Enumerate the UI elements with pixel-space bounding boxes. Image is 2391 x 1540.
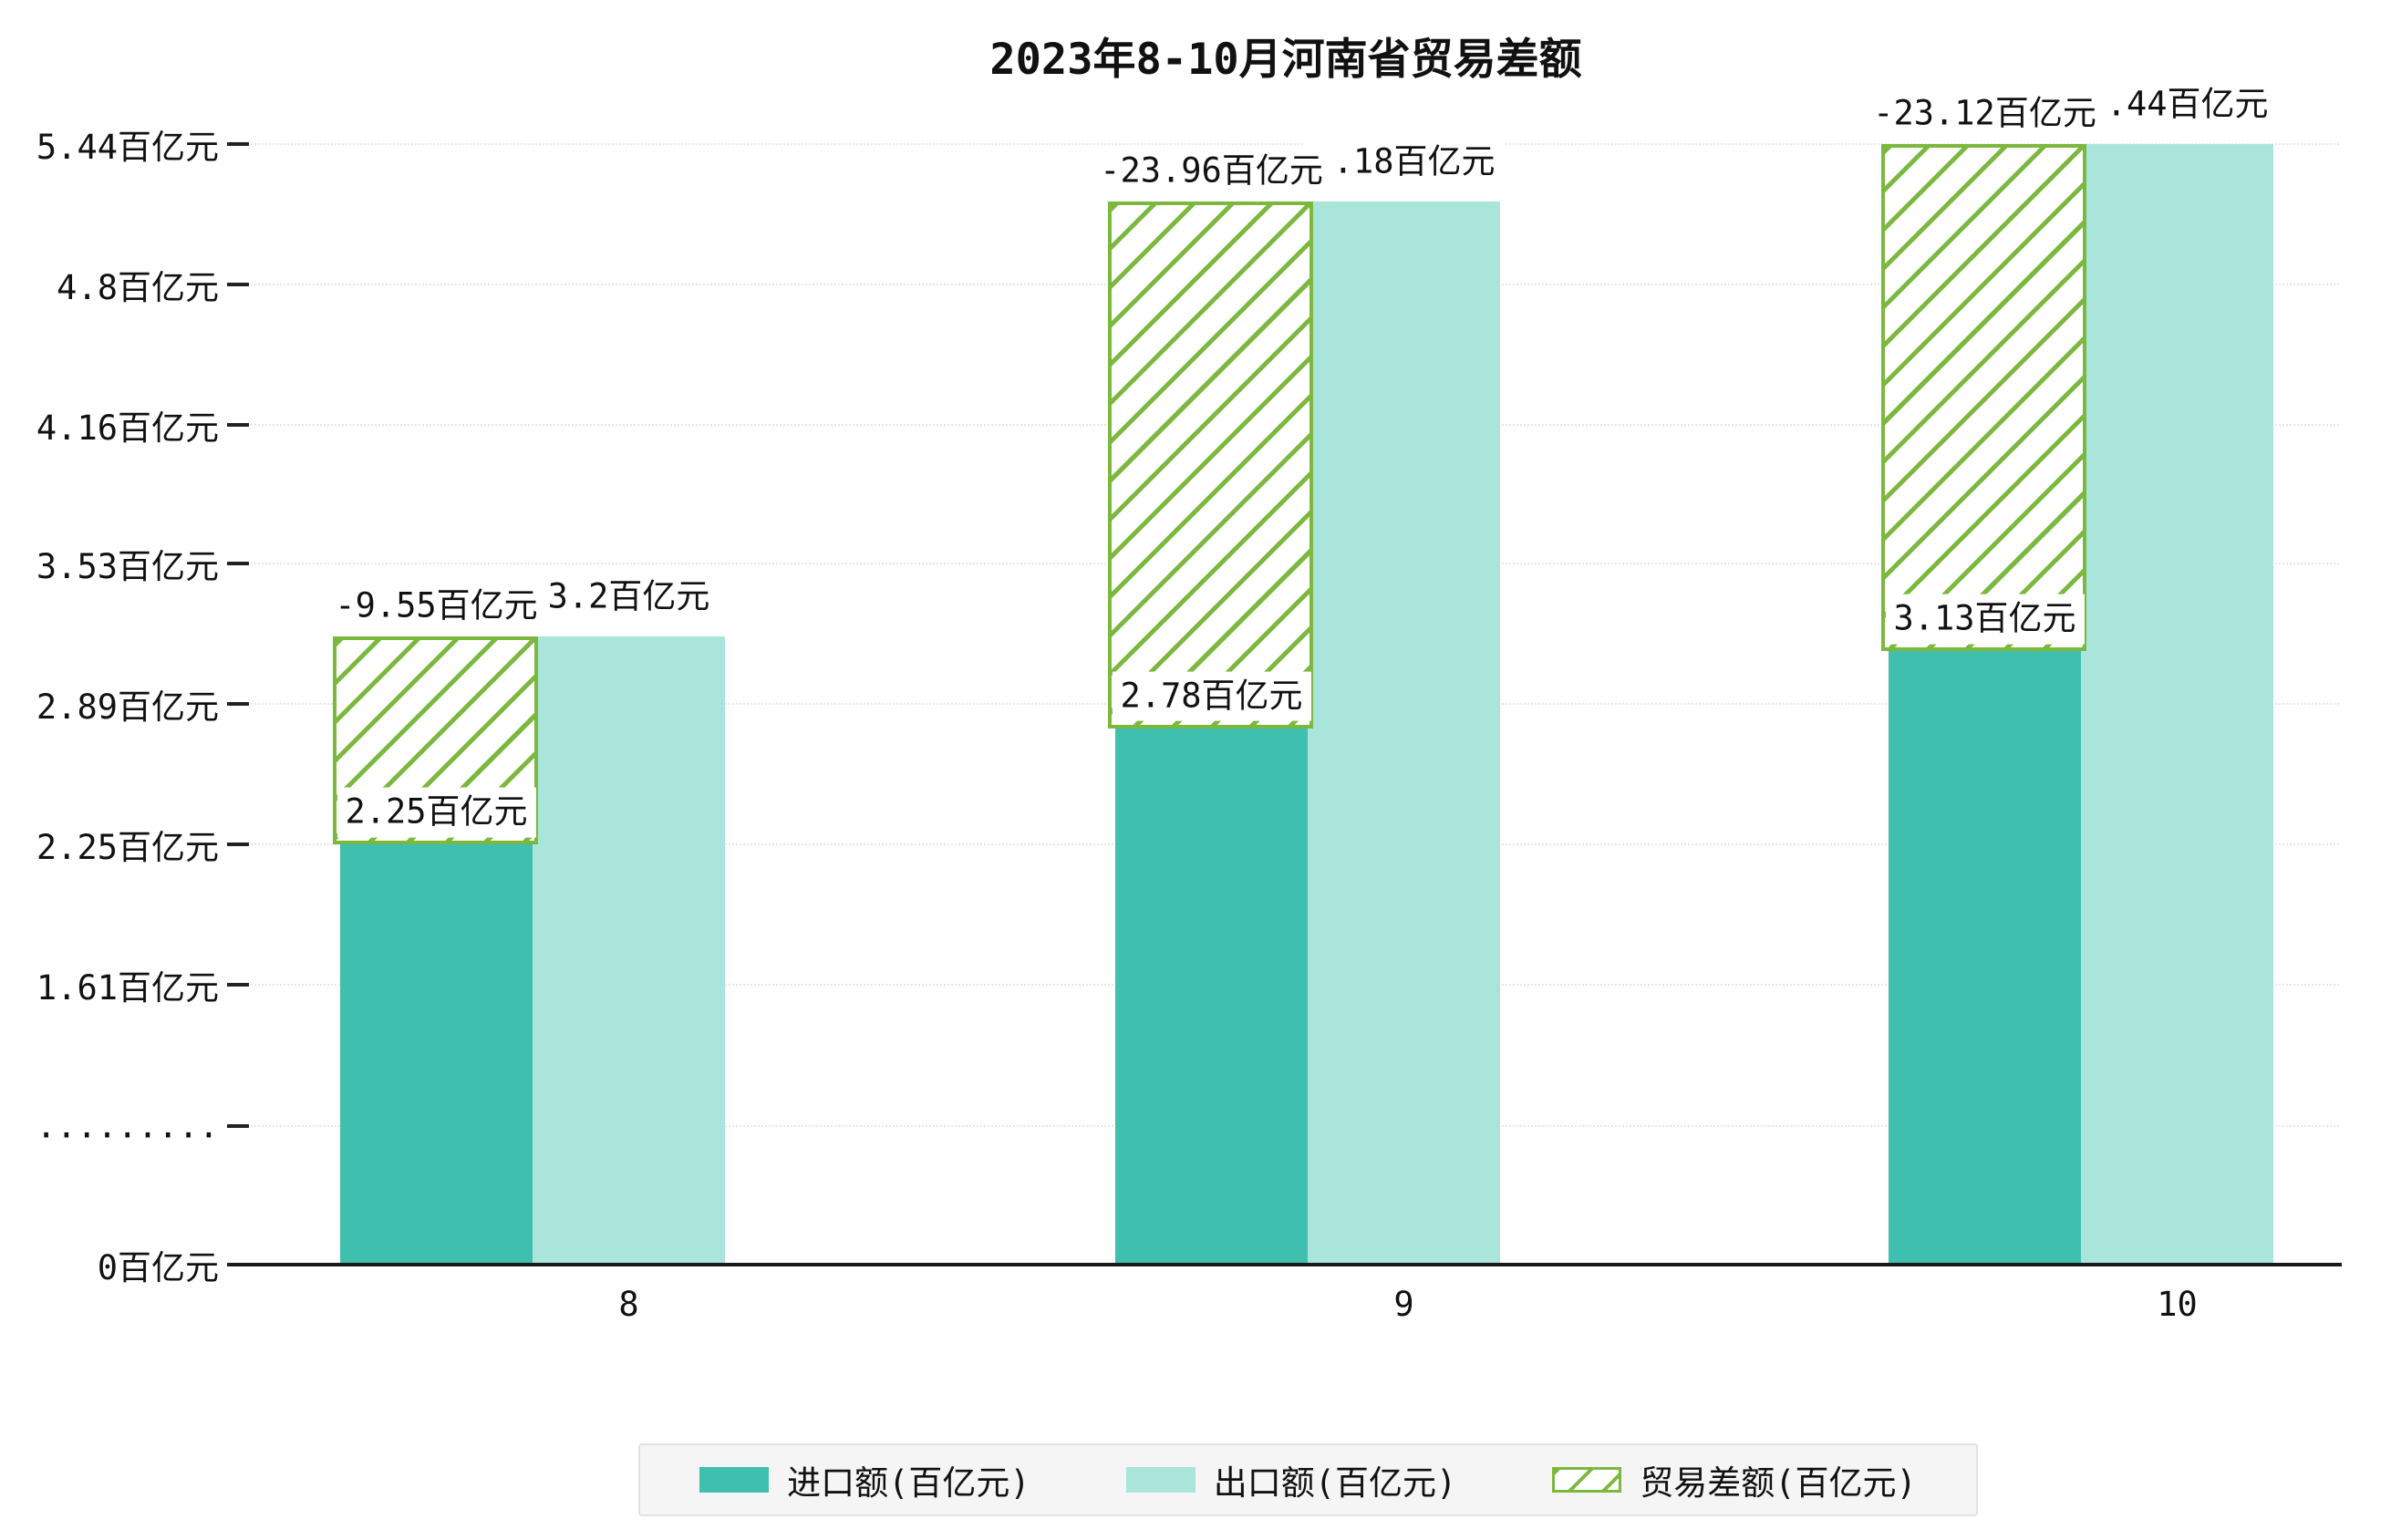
y-tick-label: 4.16百亿元 <box>36 408 219 449</box>
bar-import-9 <box>1115 728 1308 1265</box>
export-swatch-icon <box>1125 1467 1196 1493</box>
x-axis-line <box>230 1263 2342 1266</box>
y-tick-label: 2.25百亿元 <box>36 828 219 868</box>
y-tick-label: 3.53百亿元 <box>36 547 219 587</box>
balance-swatch-icon <box>1552 1467 1622 1493</box>
bar-export-8 <box>533 636 725 1265</box>
label-trade-balance-9: -23.96百亿元 <box>1092 146 1331 196</box>
label-import-8: 2.25百亿元 <box>336 787 536 838</box>
legend-item-import: 进口额(百亿元) <box>699 1455 1030 1504</box>
label-export-10: 5.44百亿元 <box>2077 79 2277 130</box>
y-gridline <box>233 143 2339 146</box>
bar-import-8 <box>340 844 533 1265</box>
y-tick-label: 5.44百亿元 <box>36 128 219 168</box>
legend-label: 进口额(百亿元) <box>787 1463 1030 1503</box>
label-import-9: 2.78百亿元 <box>1112 671 1311 721</box>
y-tick-label: ......... <box>36 1106 219 1145</box>
label-export-9: 5.18百亿元 <box>1304 137 1504 187</box>
label-export-8: 3.2百亿元 <box>539 572 719 622</box>
y-tick-label: 0百亿元 <box>97 1248 219 1287</box>
x-tick-label-9: 9 <box>1393 1285 1414 1324</box>
y-tick-mark <box>227 1123 249 1128</box>
y-tick-label: 1.61百亿元 <box>36 968 219 1008</box>
legend-label: 出口额(百亿元) <box>1213 1463 1457 1503</box>
legend: 进口额(百亿元) 出口额(百亿元) 贸易差额(百亿元) <box>638 1443 1978 1516</box>
import-swatch-icon <box>699 1467 770 1493</box>
chart-title: 2023年8-10月河南省贸易差额 <box>989 35 1582 85</box>
legend-item-trade-balance: 贸易差额(百亿元) <box>1552 1455 1917 1504</box>
y-tick-mark <box>227 142 249 147</box>
y-tick-mark <box>227 283 249 287</box>
y-tick-mark <box>227 983 249 987</box>
y-tick-label: 4.8百亿元 <box>57 268 219 308</box>
x-tick-label-10: 10 <box>2157 1285 2198 1324</box>
label-import-10: 3.13百亿元 <box>1885 594 2085 645</box>
legend-label: 贸易差额(百亿元) <box>1640 1463 1917 1503</box>
y-tick-label: 2.89百亿元 <box>36 687 219 728</box>
y-tick-mark <box>227 562 249 566</box>
y-tick-mark <box>227 842 249 847</box>
y-tick-mark <box>227 423 249 428</box>
label-trade-balance-8: -9.55百亿元 <box>326 581 546 631</box>
x-tick-label-8: 8 <box>618 1285 639 1324</box>
legend-item-export: 出口额(百亿元) <box>1125 1455 1457 1504</box>
bar-export-10 <box>2081 144 2273 1265</box>
bar-export-9 <box>1308 201 1500 1265</box>
bar-trade-balance-10 <box>1881 144 2086 652</box>
label-trade-balance-10: -23.12百亿元 <box>1865 88 2105 140</box>
y-tick-mark <box>227 702 249 707</box>
bar-import-10 <box>1889 651 2081 1265</box>
bar-trade-balance-9 <box>1108 201 1313 729</box>
